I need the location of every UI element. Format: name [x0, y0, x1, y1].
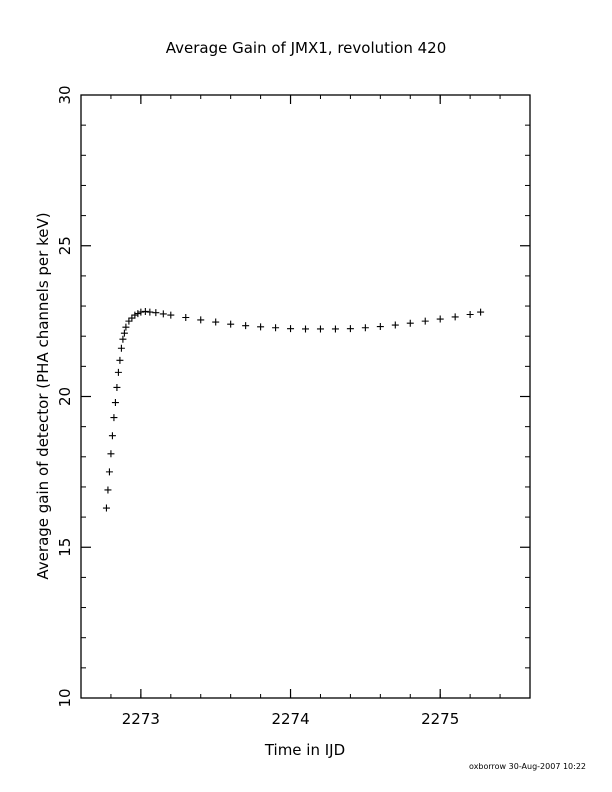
data-point — [137, 308, 145, 316]
data-point — [466, 310, 474, 318]
data-point — [197, 316, 205, 324]
data-point — [272, 324, 280, 332]
y-axis-ticks — [81, 124, 530, 669]
data-point — [167, 311, 175, 319]
data-point — [108, 432, 116, 440]
data-point — [316, 325, 324, 333]
data-point — [159, 310, 167, 318]
data-point — [125, 317, 133, 325]
data-point — [117, 344, 125, 352]
y-tick-label: 25 — [56, 236, 74, 255]
data-point — [406, 319, 414, 327]
data-point — [107, 450, 115, 458]
data-series — [102, 307, 485, 512]
data-point — [102, 504, 110, 512]
chart-title: Average Gain of JMX1, revolution 420 — [166, 39, 447, 57]
data-point — [122, 323, 130, 331]
data-point — [376, 323, 384, 331]
data-point — [242, 322, 250, 330]
x-tick-label: 2274 — [271, 710, 309, 728]
data-point — [182, 314, 190, 322]
data-point — [436, 315, 444, 323]
data-point — [391, 321, 399, 329]
y-tick-label: 15 — [56, 538, 74, 557]
x-tick-label: 2273 — [122, 710, 160, 728]
data-point — [477, 308, 485, 316]
x-axis-ticks — [110, 95, 501, 698]
data-point — [421, 317, 429, 325]
data-point — [113, 383, 121, 391]
data-point — [257, 323, 265, 331]
data-point — [212, 318, 220, 326]
y-axis-label: Average gain of detector (PHA channels p… — [34, 212, 52, 579]
y-tick-label: 20 — [56, 387, 74, 406]
data-point — [346, 325, 354, 333]
data-point — [331, 325, 339, 333]
data-point — [116, 356, 124, 364]
plot-frame — [80, 94, 531, 699]
data-point — [119, 335, 127, 343]
data-point — [146, 308, 154, 316]
data-point — [105, 468, 113, 476]
data-point — [111, 399, 119, 407]
data-point — [104, 486, 112, 494]
data-point — [114, 368, 122, 376]
data-point — [128, 314, 136, 322]
data-point — [110, 414, 118, 422]
data-point — [287, 325, 295, 333]
data-point — [361, 324, 369, 332]
y-axis-tick-labels: 10 15 20 25 30 — [56, 85, 74, 707]
data-point — [302, 325, 309, 333]
data-point — [152, 309, 160, 317]
x-tick-label: 2275 — [421, 710, 459, 728]
y-tick-label: 10 — [56, 688, 74, 707]
data-point — [134, 310, 142, 318]
data-point — [227, 320, 235, 328]
data-point — [451, 313, 459, 321]
data-point — [131, 311, 139, 319]
footer-credit: oxborrow 30-Aug-2007 10:22 — [469, 762, 586, 771]
x-axis-label: Time in IJD — [264, 741, 345, 759]
data-point — [141, 307, 149, 315]
y-tick-label: 30 — [56, 85, 74, 104]
data-point — [120, 329, 128, 337]
x-axis-tick-labels: 2273 2274 2275 — [122, 710, 460, 728]
